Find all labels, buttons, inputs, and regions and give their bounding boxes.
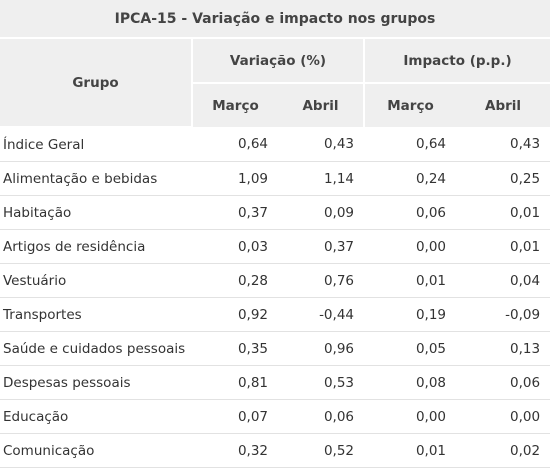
group-name: Habitação: [0, 195, 192, 230]
group-name: Transportes: [0, 297, 192, 332]
group-name: Índice Geral: [0, 127, 192, 162]
variation-april: 0,52: [278, 433, 364, 468]
impact-march: 0,06: [364, 195, 456, 230]
group-column-header: Grupo: [0, 38, 193, 128]
variation-april: 0,09: [278, 195, 364, 230]
group-name: Despesas pessoais: [0, 365, 192, 400]
group-name: Saúde e cuidados pessoais: [0, 331, 192, 366]
impact-march: 0,00: [364, 229, 456, 264]
variation-march: 1,09: [192, 161, 278, 196]
table-row: Alimentação e bebidas 1,09 1,14 0,24 0,2…: [0, 161, 550, 196]
table-row: Vestuário 0,28 0,76 0,01 0,04: [0, 263, 550, 298]
variation-march: 0,81: [192, 365, 278, 400]
table-row: Educação 0,07 0,06 0,00 0,00: [0, 399, 550, 434]
impact-april: 0,04: [456, 263, 550, 298]
group-name: Educação: [0, 399, 192, 434]
variation-march: 0,32: [192, 433, 278, 468]
table-row: Saúde e cuidados pessoais 0,35 0,96 0,05…: [0, 331, 550, 366]
variation-april: 0,53: [278, 365, 364, 400]
impact-march: 0,00: [364, 399, 456, 434]
impact-march: 0,19: [364, 297, 456, 332]
sub-header-impact-april: Abril: [456, 83, 550, 127]
group-name: Alimentação e bebidas: [0, 161, 192, 196]
impact-april: 0,00: [456, 399, 550, 434]
variation-header: Variação (%): [192, 38, 365, 84]
impact-april: 0,02: [456, 433, 550, 468]
group-name: Comunicação: [0, 433, 192, 468]
impact-march: 0,24: [364, 161, 456, 196]
impact-april: 0,43: [456, 127, 550, 162]
table-row: Artigos de residência 0,03 0,37 0,00 0,0…: [0, 229, 550, 264]
impact-april: -0,09: [456, 297, 550, 332]
impact-march: 0,01: [364, 263, 456, 298]
impact-march: 0,05: [364, 331, 456, 366]
variation-april: 0,43: [278, 127, 364, 162]
impact-april: 0,06: [456, 365, 550, 400]
sub-header-impact-march: Março: [364, 83, 456, 127]
variation-march: 0,28: [192, 263, 278, 298]
variation-april: 0,96: [278, 331, 364, 366]
sub-header-variation-april: Abril: [278, 83, 365, 127]
impact-header: Impacto (p.p.): [364, 38, 550, 84]
variation-march: 0,64: [192, 127, 278, 162]
table-title: IPCA-15 - Variação e impacto nos grupos: [0, 0, 550, 39]
impact-april: 0,01: [456, 229, 550, 264]
variation-march: 0,37: [192, 195, 278, 230]
variation-april: 0,37: [278, 229, 364, 264]
group-name: Vestuário: [0, 263, 192, 298]
impact-april: 0,01: [456, 195, 550, 230]
variation-march: 0,07: [192, 399, 278, 434]
variation-march: 0,92: [192, 297, 278, 332]
variation-april: 0,06: [278, 399, 364, 434]
variation-april: -0,44: [278, 297, 364, 332]
impact-april: 0,13: [456, 331, 550, 366]
group-name: Artigos de residência: [0, 229, 192, 264]
variation-april: 1,14: [278, 161, 364, 196]
sub-header-variation-march: Março: [192, 83, 278, 127]
table-row: Habitação 0,37 0,09 0,06 0,01: [0, 195, 550, 230]
impact-march: 0,64: [364, 127, 456, 162]
impact-march: 0,01: [364, 433, 456, 468]
table-row: Índice Geral 0,64 0,43 0,64 0,43: [0, 127, 550, 162]
variation-march: 0,35: [192, 331, 278, 366]
impact-april: 0,25: [456, 161, 550, 196]
table-row: Comunicação 0,32 0,52 0,01 0,02: [0, 433, 550, 468]
table-row: Transportes 0,92 -0,44 0,19 -0,09: [0, 297, 550, 332]
variation-april: 0,76: [278, 263, 364, 298]
table-row: Despesas pessoais 0,81 0,53 0,08 0,06: [0, 365, 550, 400]
variation-march: 0,03: [192, 229, 278, 264]
impact-march: 0,08: [364, 365, 456, 400]
